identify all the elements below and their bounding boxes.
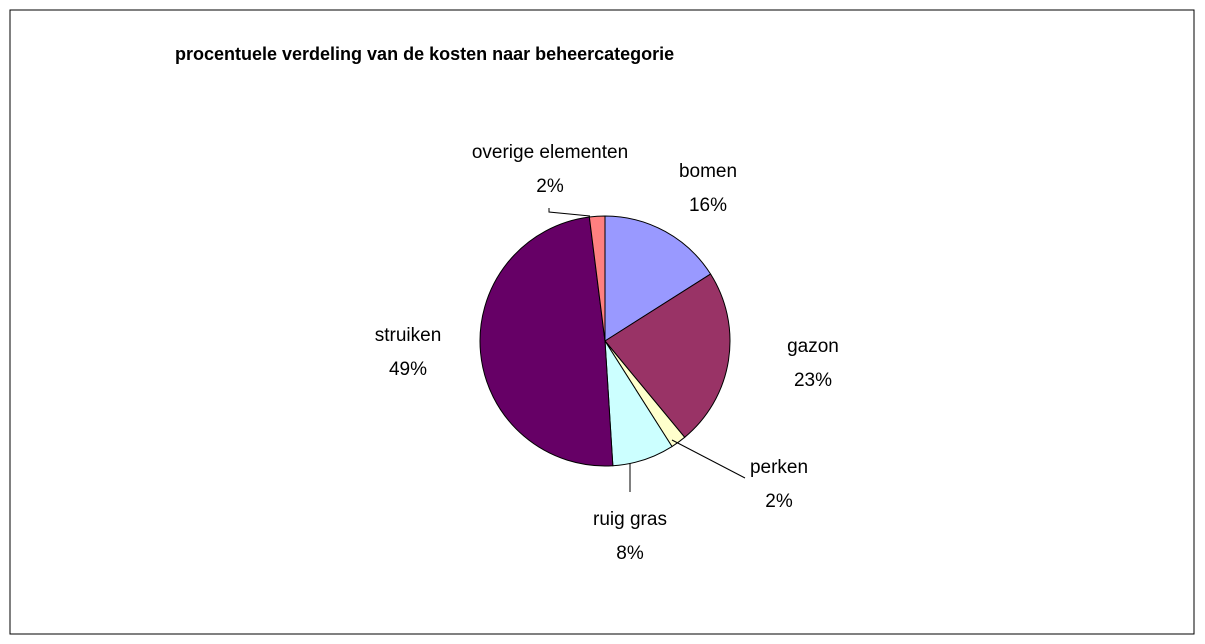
pie-slice — [588, 215, 606, 342]
pie-slice — [604, 215, 712, 342]
slice-label: struiken — [375, 325, 442, 346]
slice-label: overige elementen — [472, 142, 628, 163]
slice-value-label: 2% — [536, 176, 564, 197]
leader-line — [671, 439, 746, 479]
slice-value-label: 23% — [794, 370, 832, 391]
slice-label: perken — [750, 457, 808, 478]
slice-value-label: 2% — [765, 491, 793, 512]
slice-label: bomen — [679, 161, 737, 182]
slice-label: ruig gras — [593, 509, 667, 530]
slice-value-label: 8% — [616, 543, 644, 564]
slice-value-label: 49% — [389, 359, 427, 380]
pie-slice — [604, 273, 731, 439]
slice-value-label: 16% — [689, 195, 727, 216]
slice-label: gazon — [787, 336, 839, 357]
leader-line — [548, 208, 591, 217]
pie-slice — [479, 216, 614, 467]
chart-title: procentuele verdeling van de kosten naar… — [175, 44, 674, 64]
